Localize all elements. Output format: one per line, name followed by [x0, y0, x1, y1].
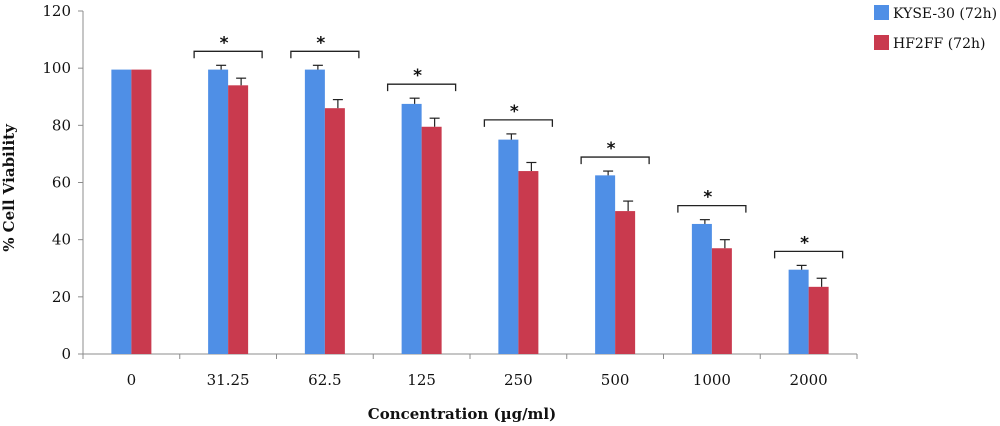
y-tick-label: 0: [61, 345, 71, 363]
bar-kyse30: [304, 69, 325, 355]
bar-kyse30: [401, 103, 422, 354]
bar-hf2ff: [615, 211, 636, 354]
significance-star: *: [220, 33, 229, 53]
significance-star: *: [703, 188, 712, 208]
bar-hf2ff: [421, 126, 442, 354]
x-tick-label: 1000: [693, 371, 731, 389]
y-tick-label: 60: [52, 174, 71, 192]
significance-bracket: [580, 156, 650, 165]
x-tick-label: 250: [504, 371, 533, 389]
y-tick-label: 100: [42, 59, 71, 77]
legend-label-kyse30: KYSE-30 (72h): [893, 6, 997, 22]
plot-area: 0 20 40 60 80 100 120 0 31.25 * 62.5 * 125 * 250 * 500 * 1…: [42, 2, 858, 389]
y-tick-label: 40: [52, 231, 71, 249]
bar-hf2ff: [324, 108, 345, 354]
significance-star: *: [316, 33, 325, 53]
y-tick-label: 20: [52, 288, 71, 306]
y-axis-title: % Cell Viability: [0, 123, 18, 252]
bar-hf2ff: [711, 248, 732, 354]
bar-kyse30: [111, 69, 132, 355]
significance-star: *: [607, 139, 616, 159]
x-tick-label: 125: [407, 371, 436, 389]
significance-star: *: [510, 102, 519, 122]
significance-bracket: [773, 250, 844, 259]
x-tick-label: 62.5: [308, 371, 341, 389]
legend-swatch-hf2ff: [874, 35, 889, 50]
significance-bracket: [193, 50, 263, 59]
x-axis-title: Concentration (µg/ml): [368, 405, 556, 423]
bar-kyse30: [208, 69, 229, 355]
significance-bracket: [386, 83, 457, 92]
bar-hf2ff: [518, 171, 539, 354]
bar-hf2ff: [228, 85, 249, 355]
significance-bracket: [677, 205, 747, 213]
bar-kyse30: [691, 223, 712, 354]
significance-bracket: [290, 50, 360, 59]
significance-star: *: [800, 233, 809, 253]
legend: KYSE-30 (72h) HF2FF (72h): [874, 5, 997, 52]
bar-hf2ff: [131, 69, 152, 355]
significance-star: *: [413, 66, 422, 86]
x-tick-label: 31.25: [207, 371, 250, 389]
x-tick-label: 2000: [790, 371, 828, 389]
bar-kyse30: [498, 139, 519, 354]
legend-swatch-kyse30: [874, 5, 889, 20]
y-tick-label: 80: [52, 116, 71, 134]
x-tick-label: 0: [127, 371, 137, 389]
significance-bracket: [483, 119, 554, 127]
bar-hf2ff: [808, 286, 829, 354]
bar-kyse30: [595, 175, 616, 354]
bar-kyse30: [788, 269, 809, 354]
legend-label-hf2ff: HF2FF (72h): [893, 36, 985, 52]
x-tick-label: 500: [601, 371, 630, 389]
y-tick-label: 120: [42, 2, 71, 20]
